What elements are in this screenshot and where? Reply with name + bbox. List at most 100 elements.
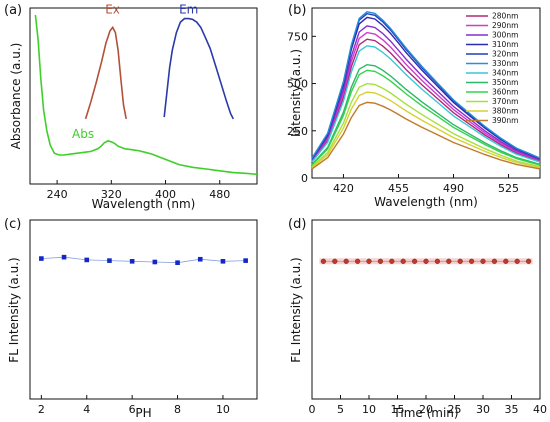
data-point	[469, 258, 475, 264]
panel-b-series	[311, 11, 541, 170]
panel-c-ylabel: FL Intensity (a.u.)	[7, 257, 21, 362]
x-tick-label: 40	[533, 403, 547, 416]
panel-c-ticks: 2 4 6 8 10	[38, 395, 230, 416]
x-tick-label: 20	[419, 403, 433, 416]
legend-label: 380nm	[492, 107, 518, 116]
data-point	[175, 260, 180, 265]
data-point	[377, 258, 384, 264]
panel-c: (c) 2 4 6 8 10 PH FL Intensity (a.u.)	[4, 217, 258, 420]
panel-a-xlabel: Wavelength (nm)	[92, 197, 196, 211]
x-tick-label: 30	[476, 403, 490, 416]
panel-d-label: (d)	[288, 217, 306, 232]
legend-label: 300nm	[492, 31, 518, 40]
panel-a-label: (a)	[4, 3, 22, 18]
x-tick-label: 5	[337, 403, 344, 416]
data-point	[366, 258, 372, 264]
panel-c-label: (c)	[4, 217, 21, 232]
y-tick-label: 250	[287, 125, 308, 138]
panel-b-ticks: 420 455 490 525 0 250 500 750	[287, 30, 519, 195]
data-point	[480, 258, 486, 264]
series-line-290nm	[311, 31, 541, 162]
data-point	[389, 258, 395, 264]
panel-c-xlabel: PH	[135, 406, 151, 420]
data-point	[220, 259, 226, 264]
data-point	[152, 259, 158, 265]
series-line-abs	[34, 14, 258, 176]
legend-label: 310nm	[492, 40, 518, 49]
data-point	[412, 258, 418, 264]
panel-a-frame	[29, 7, 258, 185]
legend-label: 370nm	[492, 97, 518, 106]
data-point	[61, 254, 67, 260]
series-label-abs: Abs	[72, 127, 94, 141]
x-tick-label: 8	[174, 403, 181, 416]
panel-d-xlabel: Time (min)	[392, 406, 458, 420]
data-point	[446, 258, 452, 264]
data-point	[491, 258, 498, 264]
panel-b-legend: 280nm290nm300nm310nm320nm330nm340nm350nm…	[466, 12, 518, 125]
y-tick-label: 500	[287, 78, 308, 91]
y-tick-label: 0	[301, 172, 308, 185]
series-line-330nm	[311, 11, 541, 159]
data-point	[243, 258, 248, 263]
legend-label: 330nm	[492, 59, 518, 68]
x-tick-label: 10	[216, 403, 230, 416]
data-point	[107, 258, 112, 263]
data-point	[39, 256, 44, 261]
data-point	[457, 258, 463, 264]
x-tick-label: 25	[448, 403, 462, 416]
data-point	[320, 258, 327, 264]
data-point	[423, 258, 429, 264]
legend-label: 280nm	[492, 12, 518, 21]
panel-a: (a) 240 320 400 480 Abs Ex Em Wavelength (nm)…	[4, 2, 258, 211]
x-tick-label: 35	[505, 403, 519, 416]
legend-label: 390nm	[492, 116, 518, 125]
series-line-em	[163, 17, 235, 120]
panel-d: (d) 0 5 10 15 20 25 30 35 40 Time (min) FL Inten…	[288, 217, 547, 420]
x-tick-label: 490	[443, 182, 464, 195]
panel-b-xlabel: Wavelength (nm)	[374, 195, 478, 209]
series-line-370nm	[311, 82, 541, 168]
data-point	[197, 256, 203, 262]
data-point	[129, 259, 135, 264]
x-tick-label: 4	[83, 403, 90, 416]
data-point	[434, 258, 441, 264]
panel-d-ticks: 0 5 10 15 20 25 30 35 40	[309, 395, 547, 416]
series-line-380nm	[311, 91, 541, 169]
legend-label: 360nm	[492, 88, 518, 97]
y-tick-label: 750	[287, 30, 308, 43]
series-line-360nm	[311, 69, 541, 166]
panel-a-ticks: 240 320 400 480	[47, 180, 230, 201]
data-point	[332, 258, 338, 264]
series-line	[41, 256, 246, 264]
series-label-ex: Ex	[105, 2, 120, 16]
x-tick-label: 420	[333, 182, 354, 195]
panel-b-label: (b)	[288, 3, 306, 18]
legend-label: 320nm	[492, 50, 518, 59]
data-point	[343, 258, 349, 264]
panel-b: (b) 420 455 490 525 0 250 500 750 280nm290nm300…	[287, 3, 541, 209]
panel-a-ylabel: Absorbance (a.u.)	[9, 43, 23, 150]
x-tick-label: 480	[209, 188, 230, 201]
x-tick-label: 320	[101, 188, 122, 201]
panel-d-frame	[311, 219, 541, 400]
series-line-300nm	[311, 25, 541, 161]
legend-label: 350nm	[492, 78, 518, 87]
series-line-340nm	[311, 45, 541, 163]
legend-label: 340nm	[492, 69, 518, 78]
x-tick-label: 455	[388, 182, 409, 195]
series-line-280nm	[311, 38, 541, 162]
panel-b-ylabel: Intensity (a.u.)	[289, 49, 303, 137]
series-line-390nm	[311, 101, 541, 170]
x-tick-label: 10	[362, 403, 376, 416]
x-tick-label: 0	[309, 403, 316, 416]
panel-d-ylabel: FL Intensity (a.u.)	[289, 257, 303, 362]
data-point	[400, 258, 406, 264]
series-line-350nm	[311, 63, 541, 166]
panel-d-series	[319, 258, 533, 265]
x-tick-label: 6	[129, 403, 136, 416]
series-line-ex	[84, 25, 127, 120]
series-label-em: Em	[179, 2, 198, 16]
panel-c-series	[39, 254, 248, 265]
panel-b-frame	[311, 7, 541, 179]
